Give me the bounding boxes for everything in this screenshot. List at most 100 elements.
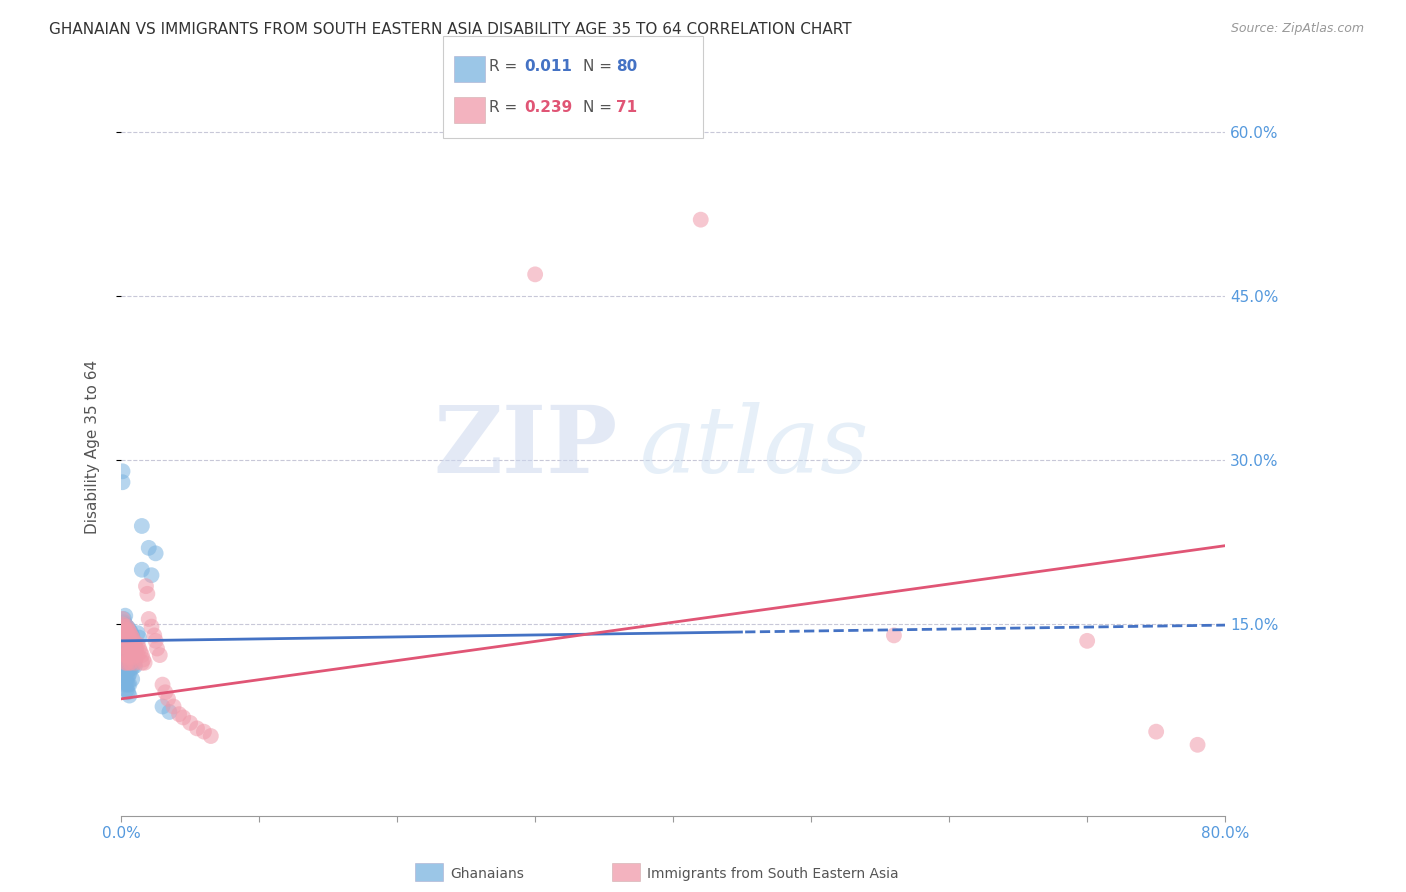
Point xyxy=(120,633,142,648)
Point xyxy=(112,620,135,634)
Point xyxy=(124,645,146,659)
Point xyxy=(114,628,136,642)
Point xyxy=(112,640,135,654)
Text: N =: N = xyxy=(583,59,617,74)
Point xyxy=(152,678,174,692)
Point xyxy=(141,568,163,582)
Point xyxy=(120,625,142,640)
Point xyxy=(124,640,146,654)
Point xyxy=(114,678,136,692)
Point xyxy=(120,661,142,675)
Point xyxy=(115,625,138,640)
Point xyxy=(124,659,146,673)
Point xyxy=(120,645,142,659)
Point xyxy=(115,683,138,698)
Point xyxy=(115,648,138,662)
Point xyxy=(118,656,141,670)
Point xyxy=(114,623,136,637)
Point xyxy=(114,645,136,659)
Point xyxy=(118,659,141,673)
Point xyxy=(152,699,174,714)
Point xyxy=(117,670,139,684)
Point xyxy=(122,633,145,648)
Text: R =: R = xyxy=(489,59,523,74)
Point xyxy=(157,691,180,706)
Text: Immigrants from South Eastern Asia: Immigrants from South Eastern Asia xyxy=(647,867,898,881)
Point xyxy=(115,652,138,666)
Point xyxy=(1144,724,1167,739)
Point xyxy=(162,699,184,714)
Point xyxy=(118,625,141,640)
Point xyxy=(118,678,141,692)
Point xyxy=(117,641,139,656)
Point xyxy=(132,652,155,666)
Point xyxy=(114,656,136,670)
Point xyxy=(118,689,141,703)
Point xyxy=(167,707,190,722)
Text: atlas: atlas xyxy=(640,401,869,491)
Point xyxy=(114,672,136,686)
Point xyxy=(135,579,157,593)
Point xyxy=(136,587,159,601)
Point xyxy=(145,633,167,648)
Point xyxy=(118,623,141,637)
Point xyxy=(115,676,138,690)
Point xyxy=(117,628,139,642)
Point xyxy=(121,672,143,686)
Text: 71: 71 xyxy=(616,100,637,115)
Point xyxy=(121,640,143,654)
Point xyxy=(120,641,142,656)
Point xyxy=(115,640,138,654)
Text: 0.011: 0.011 xyxy=(524,59,572,74)
Point xyxy=(111,464,134,478)
Point xyxy=(141,620,163,634)
Point xyxy=(128,641,150,656)
Text: N =: N = xyxy=(583,100,617,115)
Point xyxy=(134,656,156,670)
Point xyxy=(124,656,146,670)
Y-axis label: Disability Age 35 to 64: Disability Age 35 to 64 xyxy=(86,359,100,533)
Point xyxy=(186,722,208,736)
Point xyxy=(121,661,143,675)
Point xyxy=(118,650,141,665)
Point xyxy=(114,623,136,637)
Text: GHANAIAN VS IMMIGRANTS FROM SOUTH EASTERN ASIA DISABILITY AGE 35 TO 64 CORRELATI: GHANAIAN VS IMMIGRANTS FROM SOUTH EASTER… xyxy=(49,22,852,37)
Point xyxy=(117,623,139,637)
Point xyxy=(179,715,201,730)
Point xyxy=(121,631,143,645)
Point xyxy=(117,621,139,635)
Point xyxy=(117,664,139,678)
Point xyxy=(124,652,146,666)
Point xyxy=(121,628,143,642)
Point xyxy=(118,633,141,648)
Point xyxy=(115,637,138,651)
Point xyxy=(112,631,135,645)
Point xyxy=(114,617,136,632)
Point xyxy=(112,620,135,634)
Point xyxy=(111,617,134,632)
Point xyxy=(115,641,138,656)
Point xyxy=(131,656,153,670)
Point xyxy=(115,625,138,640)
Point xyxy=(115,659,138,673)
Point xyxy=(122,645,145,659)
Point xyxy=(117,650,139,665)
Point xyxy=(120,656,142,670)
Point xyxy=(112,626,135,640)
Point xyxy=(117,637,139,651)
Point xyxy=(121,650,143,665)
Point xyxy=(200,729,222,743)
Text: Source: ZipAtlas.com: Source: ZipAtlas.com xyxy=(1230,22,1364,36)
Point xyxy=(122,650,145,665)
Point xyxy=(117,633,139,648)
Point xyxy=(115,656,138,670)
Point xyxy=(121,640,143,654)
Point xyxy=(111,645,134,659)
Point xyxy=(128,631,150,645)
Point xyxy=(883,628,905,642)
Point xyxy=(1187,738,1209,752)
Point xyxy=(159,705,181,719)
Point xyxy=(118,648,141,662)
Point xyxy=(145,546,167,560)
Point xyxy=(193,724,215,739)
